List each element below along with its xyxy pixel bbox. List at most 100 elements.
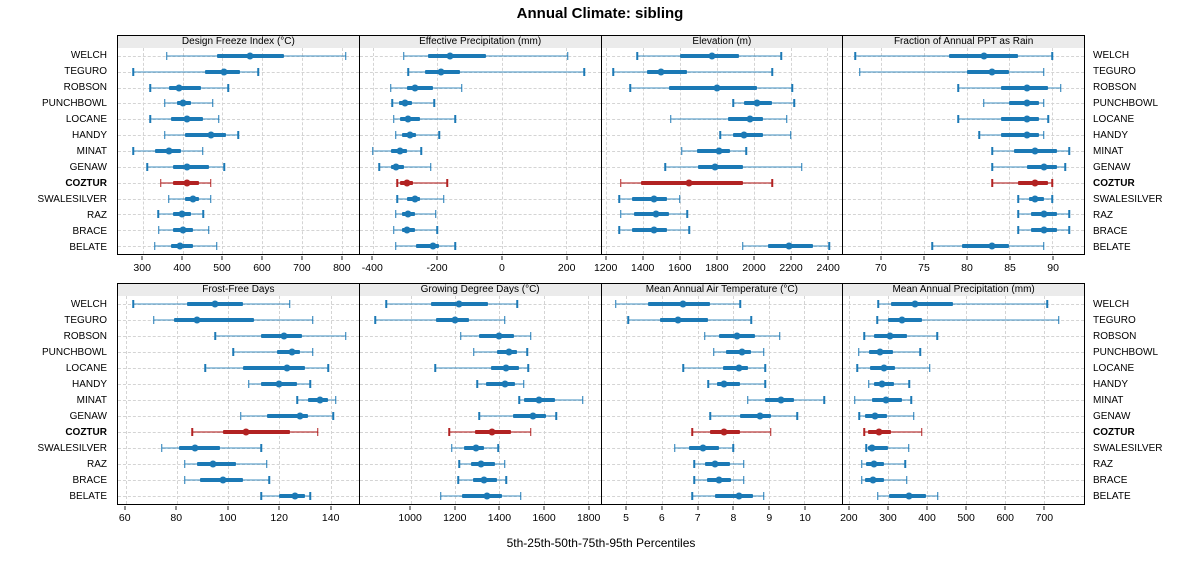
whisker-cap bbox=[905, 476, 908, 484]
whisker-cap bbox=[780, 51, 783, 60]
whisker-cap bbox=[764, 363, 767, 372]
grid-line-horizontal bbox=[601, 119, 843, 121]
station-label-robson: ROBSON bbox=[63, 82, 107, 94]
tick-mark bbox=[790, 256, 792, 260]
median-dot bbox=[275, 380, 283, 388]
whisker-cap bbox=[750, 316, 752, 324]
interquartile-bar bbox=[696, 149, 730, 153]
median-dot bbox=[165, 147, 173, 155]
whisker-cap bbox=[1046, 300, 1049, 308]
grid-line-horizontal bbox=[118, 352, 359, 353]
whisker-cap bbox=[856, 363, 858, 372]
axis-mean-annual-precipitation-mm: 200 300 400 500 600 700 bbox=[840, 506, 1085, 530]
median-dot bbox=[179, 99, 187, 107]
tick-mark bbox=[278, 506, 280, 510]
whisker-cap bbox=[394, 242, 397, 251]
whisker-line-coztur bbox=[864, 431, 922, 433]
tick-label: 2000 bbox=[742, 262, 766, 274]
whisker-cap bbox=[232, 348, 234, 356]
tick-mark bbox=[966, 256, 968, 260]
whisker-cap bbox=[149, 83, 151, 92]
whisker-cap bbox=[183, 476, 186, 484]
grid-line-horizontal bbox=[118, 336, 359, 337]
whisker-cap bbox=[1042, 99, 1045, 108]
station-label-punchbowl: PUNCHBOWL bbox=[41, 346, 107, 358]
grid-line-horizontal bbox=[118, 119, 359, 121]
whisker-cap bbox=[936, 332, 939, 340]
whisker-cap bbox=[460, 83, 463, 92]
tick-label: 140 bbox=[321, 512, 340, 524]
grid-line-horizontal bbox=[843, 71, 1084, 73]
whisker-cap bbox=[745, 147, 748, 155]
grid-line-horizontal bbox=[601, 416, 843, 417]
whisker-cap bbox=[217, 115, 220, 124]
whisker-cap bbox=[345, 332, 347, 340]
median-dot bbox=[183, 163, 191, 171]
median-dot bbox=[280, 332, 288, 340]
whisker-cap bbox=[257, 67, 259, 76]
station-label-brace: BRACE bbox=[72, 475, 107, 487]
whisker-cap bbox=[439, 492, 442, 500]
station-label-robson: ROBSON bbox=[1093, 330, 1137, 342]
whisker-cap bbox=[1051, 178, 1054, 187]
whisker-cap bbox=[978, 131, 981, 140]
grid-line-horizontal bbox=[118, 151, 359, 152]
whisker-cap bbox=[612, 67, 615, 76]
interquartile-bar bbox=[172, 164, 209, 169]
whisker-cap bbox=[478, 412, 481, 420]
whisker-line-locane bbox=[435, 366, 529, 369]
whisker-line-coztur bbox=[397, 181, 448, 184]
grid-line-horizontal bbox=[843, 151, 1084, 152]
median-dot bbox=[1040, 163, 1048, 171]
whisker-cap bbox=[620, 210, 622, 219]
tick-label: 1200 bbox=[593, 262, 618, 274]
median-dot bbox=[411, 84, 419, 92]
whisker-cap bbox=[473, 348, 475, 356]
whisker-cap bbox=[928, 363, 931, 372]
grid-line-horizontal bbox=[118, 384, 359, 385]
whisker-cap bbox=[288, 300, 291, 308]
whisker-cap bbox=[519, 492, 522, 500]
median-dot bbox=[1031, 195, 1039, 203]
median-dot bbox=[191, 444, 199, 452]
grid-line-horizontal bbox=[601, 320, 843, 321]
panel-strip-design-freeze-index-c: Design Freeze Index (°C) bbox=[118, 36, 360, 48]
whisker-cap bbox=[378, 162, 381, 171]
interquartile-bar bbox=[733, 133, 763, 138]
grid-line-horizontal bbox=[601, 367, 843, 369]
grid-line-horizontal bbox=[843, 119, 1084, 121]
whisker-cap bbox=[523, 380, 525, 388]
tick-label: 1200 bbox=[443, 512, 467, 524]
panel-strip-fraction-of-annual-ppt-as-rain: Fraction of Annual PPT as Rain bbox=[893, 36, 1034, 47]
grid-line-horizontal bbox=[118, 182, 359, 184]
station-label-locane: LOCANE bbox=[65, 362, 107, 374]
station-labels-right-top: WELCH TEGURO ROBSON PUNCHBOWL LOCANE HANDY MIN… bbox=[1086, 48, 1200, 255]
tick-label: 300 bbox=[133, 262, 151, 274]
grid-line-horizontal bbox=[843, 320, 1084, 321]
whisker-cap bbox=[854, 396, 856, 404]
whisker-cap bbox=[265, 460, 268, 468]
grid-line-horizontal bbox=[601, 214, 843, 216]
whisker-cap bbox=[771, 178, 773, 187]
whisker-cap bbox=[527, 363, 530, 372]
panel-growing-degree-days-c bbox=[359, 296, 602, 504]
interquartile-bar bbox=[427, 53, 486, 58]
median-dot bbox=[720, 380, 728, 388]
whisker-cap bbox=[394, 210, 397, 219]
station-label-teguro: TEGURO bbox=[1093, 314, 1136, 326]
whisker-cap bbox=[201, 147, 204, 155]
panel-strip-mean-annual-precipitation-mm: Mean Annual Precipitation (mm) bbox=[892, 284, 1035, 295]
whisker-cap bbox=[991, 178, 994, 187]
median-dot bbox=[502, 364, 510, 372]
whisker-cap bbox=[311, 348, 314, 356]
tick-mark bbox=[181, 256, 183, 260]
tick-label: 90 bbox=[1047, 262, 1059, 274]
whisker-cap bbox=[828, 242, 831, 251]
grid-line-horizontal bbox=[843, 400, 1084, 401]
whisker-line-brace bbox=[393, 229, 438, 232]
tick-mark bbox=[625, 506, 627, 510]
tick-label: 8 bbox=[730, 512, 737, 524]
grid-line-horizontal bbox=[843, 87, 1084, 89]
panel-strip-frost-free-days: Frost-Free Days bbox=[118, 284, 360, 296]
grid-line-horizontal bbox=[118, 416, 359, 417]
